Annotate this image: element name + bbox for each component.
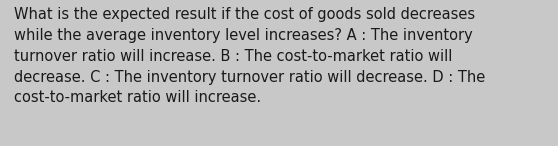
Text: What is the expected result if the cost of goods sold decreases
while the averag: What is the expected result if the cost … [14, 7, 485, 105]
